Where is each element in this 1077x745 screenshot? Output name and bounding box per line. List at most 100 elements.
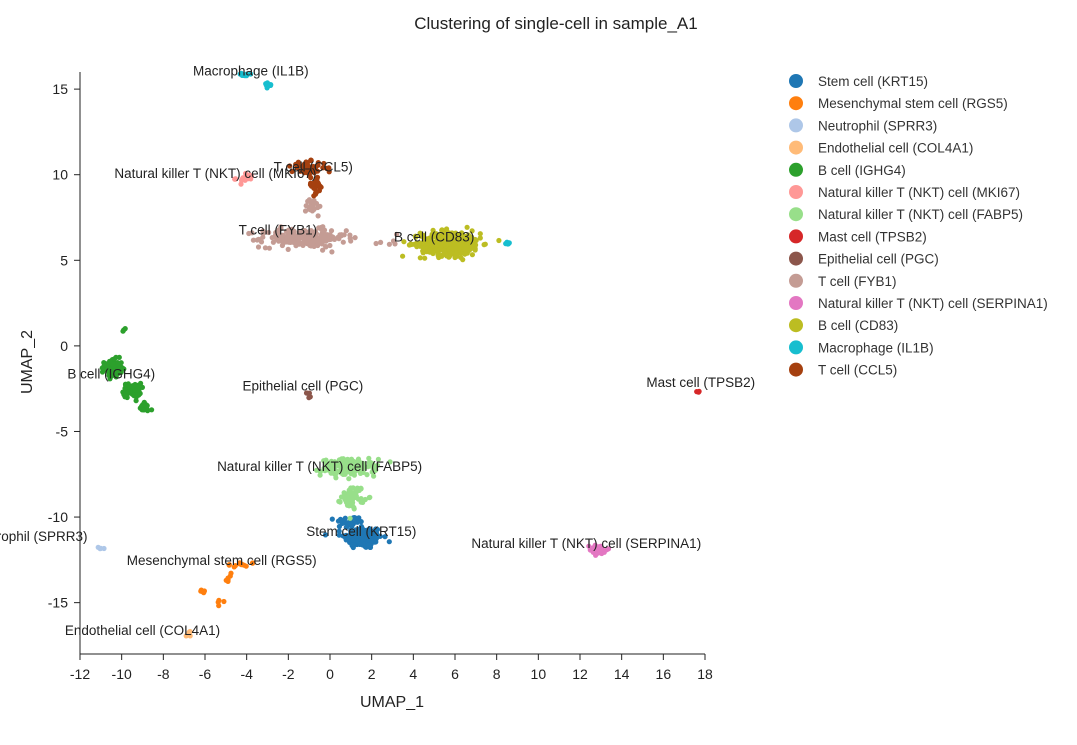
cell-point xyxy=(302,208,309,214)
cell-point xyxy=(315,213,321,219)
cell-point xyxy=(306,197,312,203)
cell-point xyxy=(287,163,293,169)
cell-point xyxy=(366,542,372,548)
cell-point xyxy=(482,241,488,247)
legend-entry: Mesenchymal stem cell (RGS5) xyxy=(818,96,1008,111)
cell-point xyxy=(355,496,361,502)
cell-point xyxy=(262,245,268,251)
cell-point xyxy=(284,235,290,241)
cell-point xyxy=(343,228,349,234)
x-tick-label: -10 xyxy=(112,666,132,682)
cell-point xyxy=(335,463,341,469)
legend-marker xyxy=(789,340,803,355)
cell-point xyxy=(350,541,356,547)
cell-point xyxy=(258,239,265,245)
cell-point xyxy=(141,407,147,413)
cell-point xyxy=(461,235,467,241)
x-tick-label: 10 xyxy=(531,666,547,682)
cell-point xyxy=(329,516,335,522)
cell-point xyxy=(149,407,155,413)
series-points xyxy=(287,157,332,199)
cell-point xyxy=(373,535,379,542)
cell-point xyxy=(320,247,326,253)
series-points xyxy=(232,170,254,187)
cell-point xyxy=(319,227,325,233)
x-tick-label: 8 xyxy=(493,666,501,682)
cell-point xyxy=(255,244,262,250)
cell-point xyxy=(457,241,463,247)
cell-point xyxy=(341,461,347,467)
series-points xyxy=(246,197,400,255)
cell-point xyxy=(232,176,239,182)
cell-point xyxy=(322,532,329,538)
cell-point xyxy=(362,496,368,503)
cell-point xyxy=(417,230,423,236)
cell-point xyxy=(477,231,483,237)
cell-point xyxy=(400,253,406,259)
cell-point xyxy=(346,460,352,466)
legend-marker xyxy=(789,273,803,288)
cell-point xyxy=(420,245,426,251)
cell-point xyxy=(330,464,336,470)
cell-point xyxy=(260,234,266,240)
cell-point xyxy=(358,523,364,530)
series-points xyxy=(95,544,107,552)
cluster-label: Macrophage (IL1B) xyxy=(193,63,309,78)
cell-point xyxy=(278,237,284,243)
legend-marker xyxy=(789,296,803,310)
y-tick-label: -15 xyxy=(48,595,68,611)
cell-point xyxy=(327,242,333,249)
cell-point xyxy=(266,229,272,236)
cell-point xyxy=(387,459,393,465)
series-points xyxy=(303,390,313,401)
cell-point xyxy=(317,237,323,244)
cell-point xyxy=(424,237,430,243)
cluster-label: Endothelial cell (COL4A1) xyxy=(65,623,220,638)
series-points xyxy=(322,515,392,551)
cluster-label: Mesenchymal stem cell (RGS5) xyxy=(127,553,317,568)
legend-entry: Endothelial cell (COL4A1) xyxy=(818,141,973,156)
cell-point xyxy=(365,464,371,470)
cell-point xyxy=(303,167,309,173)
y-tick-label: 15 xyxy=(52,81,68,97)
cell-point xyxy=(312,229,319,235)
cell-point xyxy=(356,458,362,464)
cell-point xyxy=(104,364,110,370)
cell-point xyxy=(296,163,302,169)
y-axis-label: UMAP_2 xyxy=(19,330,36,394)
legend-marker xyxy=(789,229,803,244)
legend-marker xyxy=(789,207,803,222)
y-tick-label: 5 xyxy=(60,252,68,268)
cell-point xyxy=(289,168,295,175)
cell-point xyxy=(305,239,311,245)
cell-point xyxy=(339,456,345,462)
cell-point xyxy=(463,244,469,250)
cell-point xyxy=(336,523,342,530)
cell-point xyxy=(373,467,379,473)
cell-point xyxy=(473,237,479,243)
x-tick-label: 6 xyxy=(451,666,459,682)
cell-point xyxy=(469,252,475,258)
cell-point xyxy=(239,72,245,78)
cell-point xyxy=(323,238,329,244)
cell-point xyxy=(357,541,363,547)
x-tick-label: 4 xyxy=(409,666,417,682)
legend-marker xyxy=(789,251,803,266)
cell-point xyxy=(696,389,702,395)
series-points xyxy=(237,70,512,247)
legend-entry: Natural killer T (NKT) cell (FABP5) xyxy=(818,207,1023,222)
cluster-label: B cell (IGHG4) xyxy=(67,366,155,381)
cell-point xyxy=(125,389,131,395)
series-points xyxy=(694,388,702,395)
cell-point xyxy=(464,224,470,230)
cell-point xyxy=(244,71,250,77)
legend-entry: Macrophage (IL1B) xyxy=(818,340,934,355)
cell-point xyxy=(294,241,300,247)
cell-point xyxy=(311,185,317,191)
cell-point xyxy=(443,243,449,249)
cluster-label: Stem cell (KRT15) xyxy=(306,524,416,539)
cell-point xyxy=(346,537,352,543)
cell-point xyxy=(274,236,280,242)
cell-point xyxy=(371,473,377,479)
